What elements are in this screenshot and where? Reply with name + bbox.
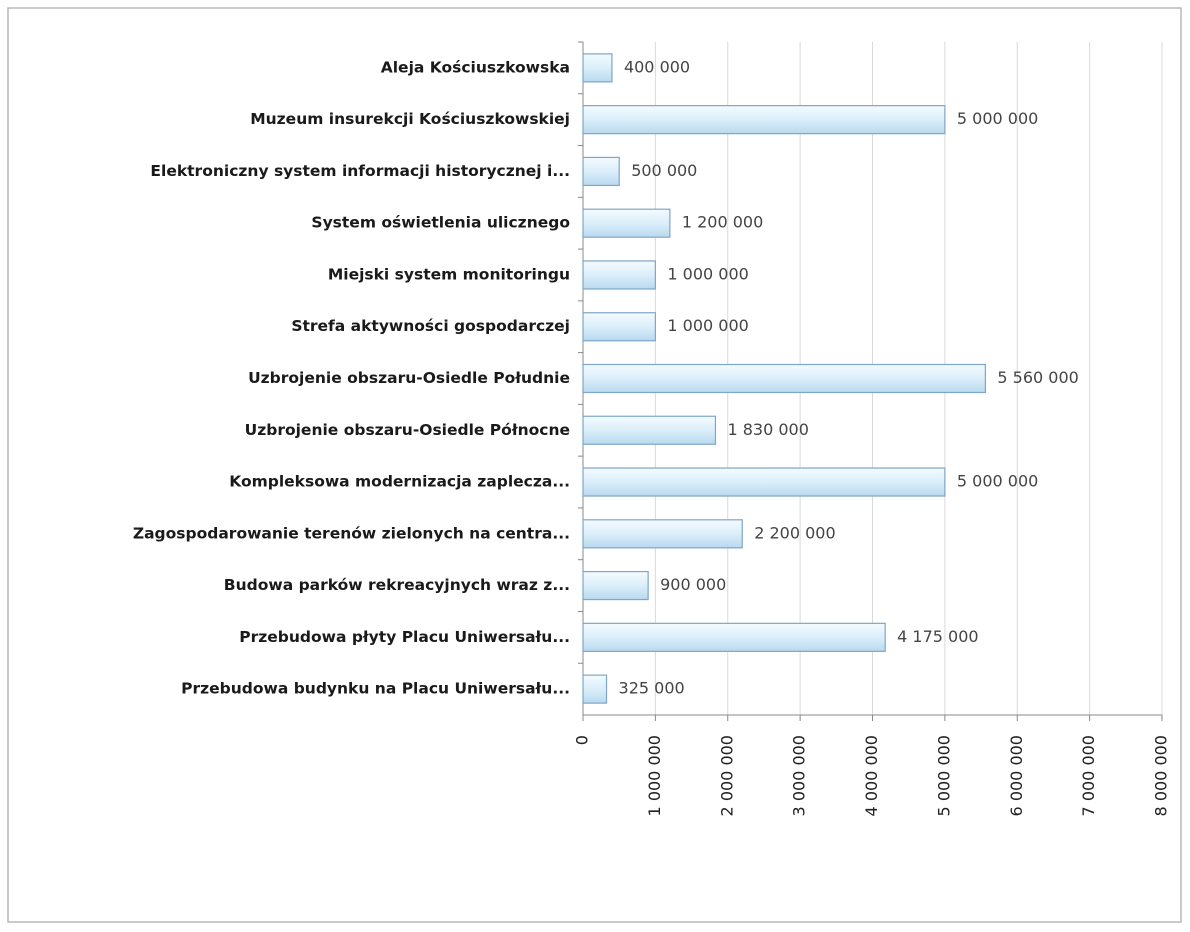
- y-tick-label: Aleja Kościuszkowska: [381, 58, 570, 76]
- x-tick-label: 2 000 000: [717, 735, 736, 816]
- data-label: 325 000: [619, 679, 685, 698]
- bar: [582, 415, 717, 445]
- bar: [582, 105, 946, 135]
- data-label: 1 830 000: [727, 420, 808, 439]
- data-label: 4 175 000: [897, 627, 978, 646]
- bar: [582, 363, 987, 394]
- bar: [582, 622, 886, 652]
- y-tick-label: Strefa aktywności gospodarczej: [291, 317, 570, 335]
- data-label: 400 000: [624, 57, 690, 76]
- bar: [582, 467, 946, 497]
- bar: [582, 53, 613, 83]
- data-label: 500 000: [631, 161, 697, 180]
- y-tick-label: Budowa parków rekreacyjnych wraz z...: [224, 576, 570, 594]
- data-label: 1 000 000: [667, 264, 748, 283]
- data-label: 5 000 000: [957, 109, 1038, 128]
- y-tick-label: Uzbrojenie obszaru-Osiedle Południe: [248, 369, 570, 387]
- data-label: 5 000 000: [957, 472, 1038, 491]
- y-tick-label: Przebudowa budynku na Placu Uniwersału..…: [181, 680, 570, 698]
- bar: [582, 519, 743, 549]
- x-tick-label: 3 000 000: [790, 735, 809, 816]
- y-tick-label: Elektroniczny system informacji historyc…: [150, 162, 570, 180]
- x-tick-label: 8 000 000: [1152, 735, 1171, 816]
- x-tick-label: 6 000 000: [1007, 735, 1026, 816]
- x-tick-label: 1 000 000: [645, 735, 664, 816]
- data-label: 5 560 000: [997, 368, 1078, 387]
- y-tick-label: Zagospodarowanie terenów zielonych na ce…: [133, 524, 570, 542]
- bar: [582, 156, 620, 187]
- x-tick-label: 5 000 000: [934, 735, 953, 816]
- x-tick-label: 4 000 000: [862, 735, 881, 816]
- bar: [582, 674, 608, 704]
- y-tick-label: Muzeum insurekcji Kościuszkowskiej: [250, 110, 570, 128]
- x-tick-label: 0: [573, 735, 592, 745]
- bar: [582, 312, 656, 342]
- bar: [582, 260, 656, 290]
- x-tick-label: 7 000 000: [1079, 735, 1098, 816]
- y-tick-label: Kompleksowa modernizacja zaplecza...: [229, 473, 570, 491]
- bar: [582, 208, 671, 238]
- y-tick-label: Przebudowa płyty Placu Uniwersału...: [239, 628, 570, 646]
- y-tick-label: Uzbrojenie obszaru-Osiedle Północne: [245, 421, 570, 439]
- y-tick-label: System oświetlenia ulicznego: [311, 214, 570, 232]
- bar: [582, 570, 649, 601]
- data-label: 1 000 000: [667, 316, 748, 335]
- chart-frame: [7, 7, 1182, 923]
- y-tick-label: Miejski system monitoringu: [328, 265, 570, 283]
- data-label: 900 000: [660, 575, 726, 594]
- data-label: 1 200 000: [682, 213, 763, 232]
- data-label: 2 200 000: [754, 523, 835, 542]
